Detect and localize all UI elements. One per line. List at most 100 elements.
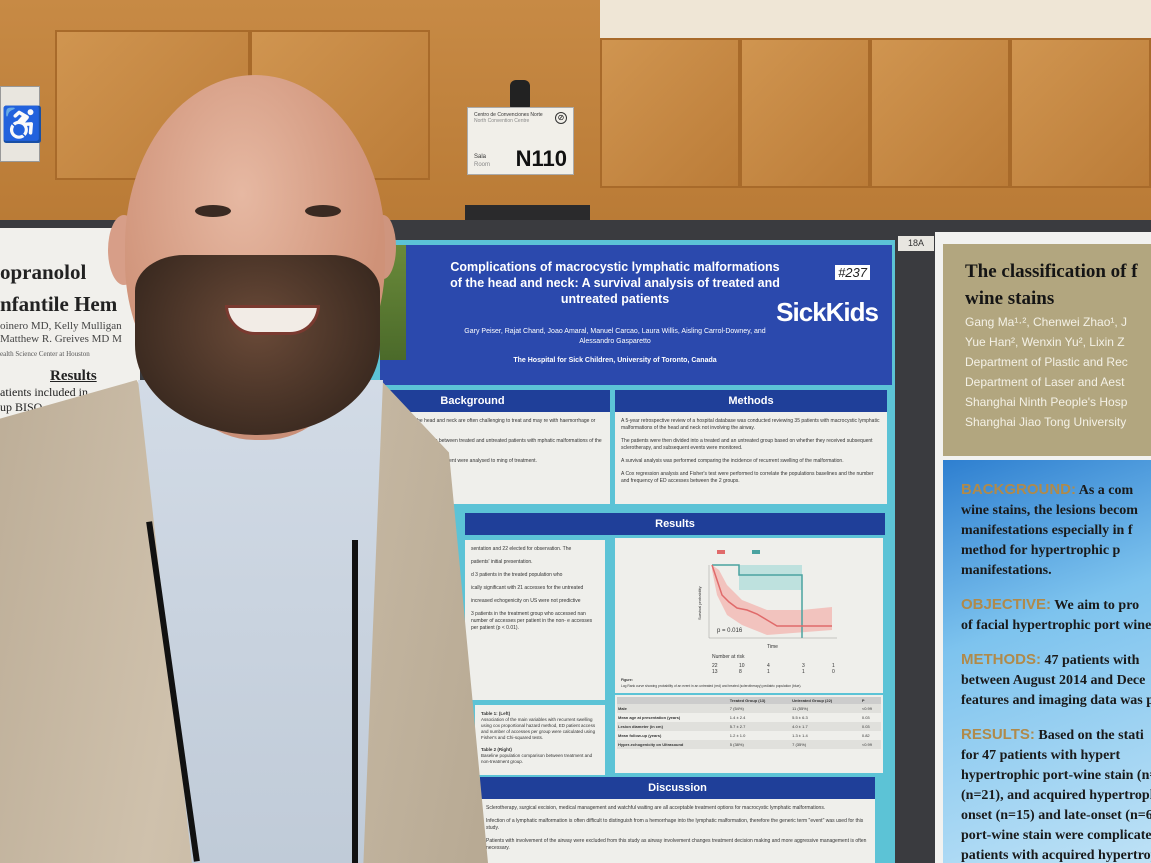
table-cell: 7 (54%) [728, 704, 792, 713]
text: port-wine stain were complicated [961, 828, 1151, 843]
section-heading: Results [50, 368, 97, 384]
poster-title: opranolol [0, 260, 87, 284]
note: Association of the main variables with r… [481, 717, 596, 740]
table-row: Hyper-echogenicity on Ultrasound 5 (38%) 7… [617, 740, 881, 749]
poster-body: BACKGROUND: As a com wine stains, the les… [943, 460, 1151, 863]
poster-title: nfantile Hem [0, 292, 118, 316]
text: for 47 patients with hypert [961, 748, 1121, 763]
text: features and imaging data was p [961, 693, 1151, 708]
right-poster: The classification of f wine stains Gang… [935, 232, 1151, 863]
affiliation: Department of Laser and Aest [965, 375, 1125, 389]
paragraph: increased echogenicity on US were not pr… [471, 598, 581, 604]
risk-value: 3 [802, 663, 805, 669]
risk-value: 8 [739, 669, 742, 675]
treated-ci [739, 565, 802, 590]
ceiling [600, 0, 1151, 38]
text: We aim to pro [1054, 598, 1140, 613]
table-cell: 7 (35%) [791, 740, 861, 749]
person-eye [195, 205, 231, 217]
wall-panel [1010, 38, 1151, 188]
board-label: 18A [898, 236, 934, 251]
text-line: for 47 patients with hypert [961, 746, 1151, 766]
poster-text: atients included in [0, 385, 88, 399]
person-eye [305, 205, 341, 217]
risk-value: 22 [712, 663, 718, 669]
poster-title: wine stains [965, 288, 1055, 309]
text-line: wine stains, the lesions becom [961, 501, 1151, 521]
table-header [617, 697, 729, 704]
room-sign: Centro de Convenciones Norte North Conve… [467, 107, 574, 175]
table-row: Mean follow-up (years) 1.2 ± 1.0 1.3 ± 1.4… [617, 731, 881, 740]
venue-name: Centro de Convenciones Norte [474, 112, 543, 118]
discussion-section: Discussion Sclerotherapy, surgical excis… [480, 777, 875, 863]
p-value: p = 0.016 [717, 628, 743, 634]
results-text: sentation and 22 elected for observation… [465, 540, 605, 700]
paragraph: A Cox regression analysis and Fisher's t… [621, 471, 874, 484]
section-block: BACKGROUND: As a com wine stains, the les… [961, 480, 1151, 581]
wall-panel [870, 38, 1010, 188]
wall-panel [740, 38, 870, 188]
table-cell: 5.5 ± 6.3 [792, 715, 808, 720]
text-line: OBJECTIVE: We aim to pro [961, 595, 1151, 616]
poster-title: The classification of f [965, 261, 1138, 282]
table-header: Treated Group (13) [728, 697, 792, 704]
poster-institution: The Hospital for Sick Children, Universi… [513, 357, 717, 364]
km-plot: p = 0.016 Time Survival probability Numb… [615, 538, 883, 693]
table-header: P [860, 697, 881, 704]
text-line: features and imaging data was p [961, 691, 1151, 711]
poster-authors: Matthew R. Greives MD M [0, 333, 122, 345]
text-line: onset (n=15) and late-onset (n=6 [961, 806, 1151, 826]
section-heading: Results [465, 513, 885, 535]
text: manifestations. [961, 563, 1052, 578]
text-line: (n=21), and acquired hypertrophi [961, 786, 1151, 806]
paragraph: The patients were then divided into a tr… [621, 438, 873, 451]
section-heading: Methods [615, 390, 887, 412]
text-line: patients with acquired hypertrop [961, 846, 1151, 863]
section-block: OBJECTIVE: We aim to pro of facial hypert… [961, 595, 1151, 636]
sala-label: Sala [474, 154, 487, 160]
camera-device [510, 80, 530, 108]
table-cell: 5 (38%) [728, 740, 792, 749]
note: Table 1: (Left) [481, 711, 511, 716]
table-cell: 1.2 ± 1.0 [729, 733, 746, 738]
text: hypertrophic port-wine stain (n= [961, 768, 1151, 783]
paragraph: d 3 patients in the treated population w… [471, 572, 563, 578]
affiliation: Shanghai Jiao Tong University [965, 415, 1127, 429]
poster-header: Complications of macrocystic lymphatic m… [380, 245, 892, 385]
table-cell: 0.82 [861, 733, 870, 738]
paragraph: 3 patients in the treatment group who ac… [471, 611, 593, 631]
legend-treated [752, 550, 760, 554]
table: Treated Group (13) Untreated Group (22) P M… [617, 697, 881, 749]
text-line: of facial hypertrophic port wine [961, 616, 1151, 636]
text-line: hypertrophic port-wine stain (n= [961, 766, 1151, 786]
affiliation: Department of Plastic and Rec [965, 355, 1128, 369]
poster-authors: oinero MD, Kelly Mulligan [0, 320, 122, 332]
section-key: METHODS: [961, 651, 1041, 668]
baseline-table: Treated Group (13) Untreated Group (22) P M… [615, 695, 883, 773]
text-line: manifestations especially in f [961, 521, 1151, 541]
table-header: Untreated Group (22) [791, 697, 861, 704]
section-key: OBJECTIVE: [961, 596, 1052, 613]
poster-authors: Gang Ma¹·², Chenwei Zhao¹, J [965, 315, 1128, 329]
sickkids-logo: SickKids [776, 297, 879, 327]
risk-value: 0 [832, 669, 835, 675]
legend-untreated [717, 550, 725, 554]
no-smoking-icon: ⊘ [555, 112, 567, 124]
risk-value: 10 [739, 663, 745, 669]
untreated-curve [711, 564, 832, 627]
section-heading: Discussion [480, 777, 875, 799]
section-key: RESULTS: [961, 726, 1035, 743]
table-cell: Mean age at presentation (years) [618, 715, 681, 720]
text: manifestations especially in f [961, 523, 1133, 538]
table-cell: Lesion diameter (in cm) [617, 722, 729, 731]
treated-curve [712, 564, 803, 638]
text: of facial hypertrophic port wine [961, 618, 1151, 633]
text-line: BACKGROUND: As a com [961, 480, 1151, 501]
table-cell: 1.4 ± 2.4 [729, 715, 746, 720]
section-block: METHODS: 47 patients with between August … [961, 650, 1151, 711]
table-cell: 1.3 ± 1.4 [792, 733, 808, 738]
paragraph: Infection of a lymphatic malformation is… [486, 818, 864, 831]
text-line: manifestations. [961, 561, 1151, 581]
room-number: N110 [515, 146, 567, 171]
text: (n=21), and acquired hypertrophi [961, 788, 1151, 803]
